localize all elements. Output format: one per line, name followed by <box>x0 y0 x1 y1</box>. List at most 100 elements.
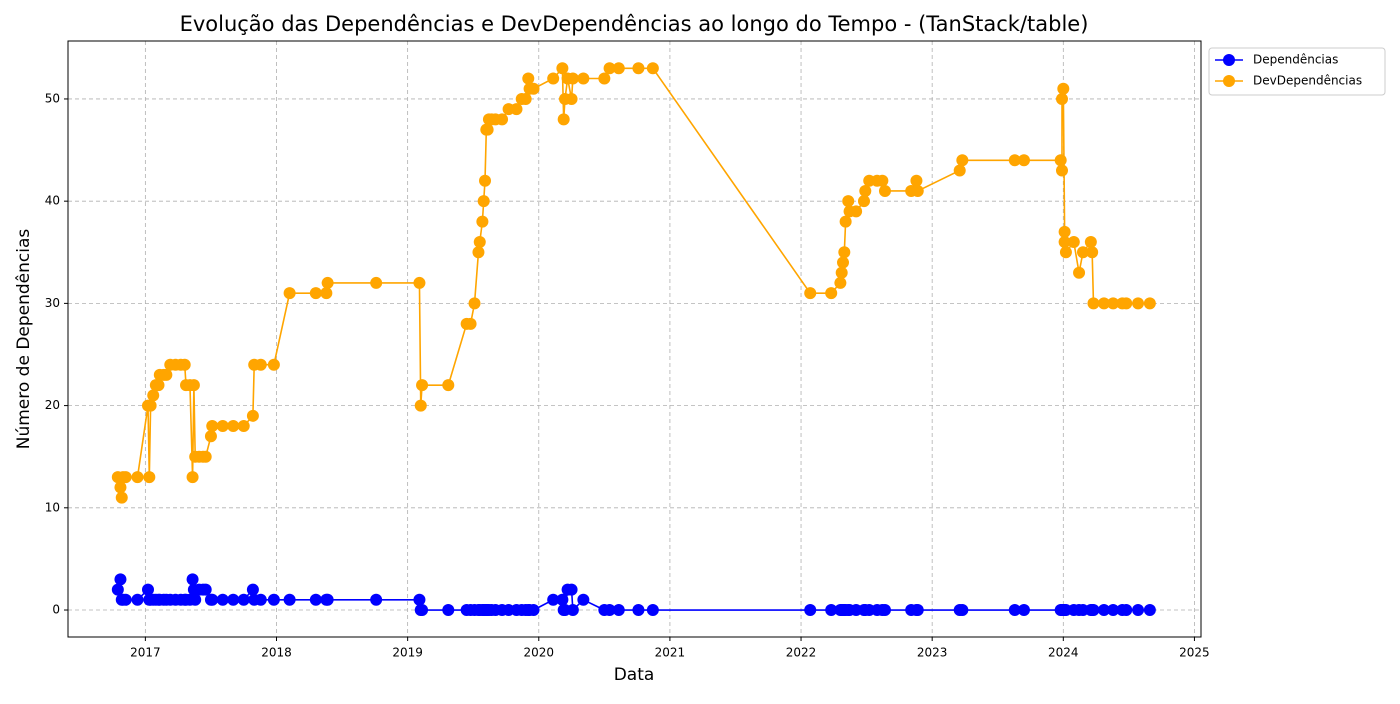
data-point <box>321 593 334 606</box>
data-point <box>186 471 199 484</box>
data-point <box>527 82 540 95</box>
data-point <box>911 604 924 617</box>
data-point <box>476 215 489 228</box>
data-point <box>878 604 891 617</box>
legend-box <box>1208 47 1386 96</box>
data-point <box>603 62 616 75</box>
data-point <box>1120 604 1133 617</box>
legend-label: DevDependências <box>1253 74 1362 88</box>
data-point <box>1120 297 1133 310</box>
data-point <box>566 72 579 85</box>
x-axis-label: Data <box>614 665 655 685</box>
data-point <box>577 593 590 606</box>
data-point <box>187 379 200 392</box>
data-point <box>527 604 540 617</box>
data-point <box>1067 236 1080 249</box>
data-point <box>835 266 848 279</box>
data-point <box>206 420 219 433</box>
data-point <box>1084 236 1097 249</box>
data-point <box>160 368 173 381</box>
data-point <box>254 593 267 606</box>
plot-frame <box>67 40 1202 638</box>
data-point <box>510 103 523 116</box>
x-tick-label: 2024 <box>1048 646 1079 660</box>
data-point <box>416 604 429 617</box>
data-point <box>119 471 132 484</box>
x-tick-label: 2018 <box>261 646 292 660</box>
data-point <box>522 72 535 85</box>
data-point <box>309 593 322 606</box>
data-point <box>227 420 240 433</box>
data-point <box>199 583 212 596</box>
data-point <box>956 154 969 167</box>
data-point <box>834 276 847 289</box>
data-point <box>1132 297 1145 310</box>
data-point <box>1073 266 1086 279</box>
data-point <box>565 92 578 105</box>
data-point <box>519 92 532 105</box>
x-tick-label: 2019 <box>392 646 423 660</box>
chart-title: Evolução das Dependências e DevDependênc… <box>180 12 1089 36</box>
x-tick-label: 2025 <box>1179 646 1210 660</box>
data-point <box>603 604 616 617</box>
data-point <box>825 604 838 617</box>
data-point <box>1132 604 1145 617</box>
data-point <box>566 604 579 617</box>
data-point <box>496 113 509 126</box>
data-point <box>1058 236 1071 249</box>
data-point <box>1055 92 1068 105</box>
data-point <box>473 236 486 249</box>
data-point <box>283 593 296 606</box>
data-point <box>910 174 923 187</box>
data-point <box>842 195 855 208</box>
data-point <box>481 123 494 136</box>
data-point <box>859 184 872 197</box>
data-point <box>320 287 333 300</box>
data-point <box>556 62 569 75</box>
data-point <box>468 297 481 310</box>
data-point <box>321 276 334 289</box>
data-point <box>267 358 280 371</box>
x-tick-label: 2023 <box>917 646 948 660</box>
data-point <box>612 604 625 617</box>
y-tick-label: 10 <box>45 500 60 514</box>
data-point <box>646 62 659 75</box>
data-point <box>143 471 156 484</box>
data-point <box>464 317 477 330</box>
data-point <box>1017 604 1030 617</box>
data-point <box>876 174 889 187</box>
data-point <box>144 399 157 412</box>
data-point <box>206 593 219 606</box>
data-point <box>141 583 154 596</box>
data-point <box>1097 297 1110 310</box>
data-point <box>1008 604 1021 617</box>
data-point <box>857 195 870 208</box>
data-point <box>1086 246 1099 259</box>
data-point <box>1097 604 1110 617</box>
data-point <box>414 399 427 412</box>
x-tick-label: 2021 <box>655 646 686 660</box>
data-point <box>227 593 240 606</box>
data-point <box>911 184 924 197</box>
data-point <box>646 604 659 617</box>
data-point <box>189 593 202 606</box>
data-point <box>267 593 280 606</box>
data-point <box>131 471 144 484</box>
data-point <box>204 430 217 443</box>
data-point <box>1008 154 1021 167</box>
data-point <box>547 72 560 85</box>
data-point <box>804 604 817 617</box>
x-tick-label: 2022 <box>786 646 817 660</box>
data-point <box>472 246 485 259</box>
data-point <box>565 583 578 596</box>
data-point <box>111 583 124 596</box>
data-point <box>1058 225 1071 238</box>
data-point <box>413 593 426 606</box>
legend-marker <box>1223 75 1235 87</box>
data-point <box>246 409 259 422</box>
data-point <box>1054 154 1067 167</box>
data-point <box>413 276 426 289</box>
data-point <box>115 491 128 504</box>
